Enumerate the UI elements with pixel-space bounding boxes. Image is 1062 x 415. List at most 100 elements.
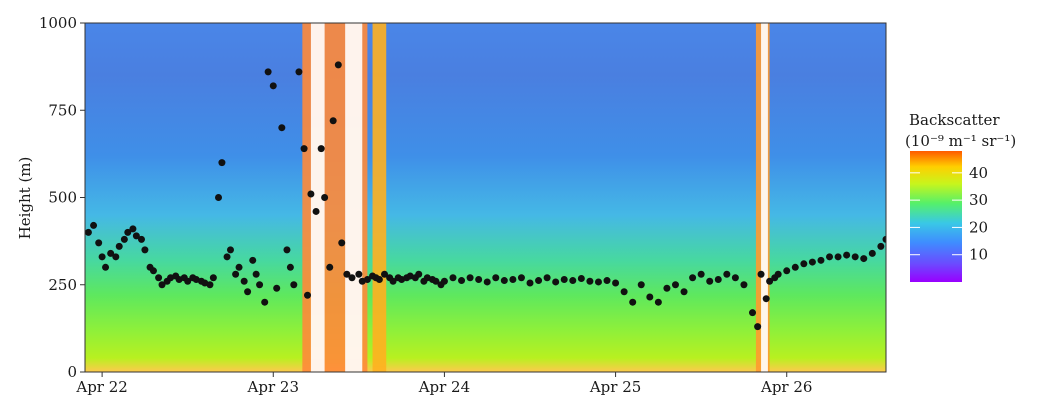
data-point (107, 249, 115, 257)
data-point (594, 278, 602, 286)
data-point (300, 145, 308, 153)
data-point (757, 270, 765, 278)
data-point (723, 270, 731, 278)
data-point (774, 270, 782, 278)
data-point (256, 281, 264, 289)
legend-tick-label: 10 (969, 246, 988, 264)
data-point (663, 284, 671, 292)
data-point (155, 274, 163, 282)
data-point (432, 277, 440, 285)
data-point (877, 242, 885, 250)
y-tick-label: 0 (67, 363, 77, 381)
data-point (492, 274, 500, 282)
data-point (317, 145, 325, 153)
cloud-column (345, 23, 363, 372)
data-point (149, 267, 157, 275)
data-point (137, 235, 145, 243)
data-point (654, 298, 662, 306)
data-point (637, 281, 645, 289)
data-point (261, 298, 269, 306)
y-tick-label: 1000 (39, 14, 77, 32)
data-point (304, 291, 311, 299)
data-point (706, 277, 714, 285)
data-point (338, 239, 346, 247)
legend-tick-label: 20 (969, 218, 988, 236)
data-point (817, 256, 825, 264)
data-point (264, 68, 272, 76)
data-point (475, 276, 483, 284)
x-tick-label: Apr 23 (247, 378, 299, 396)
data-point (321, 194, 329, 201)
data-point (348, 274, 356, 282)
data-point (603, 277, 611, 285)
data-point (851, 253, 859, 261)
data-point (363, 276, 371, 284)
data-point (141, 246, 149, 254)
data-point (629, 298, 637, 306)
data-point (184, 277, 192, 285)
data-point (440, 277, 448, 285)
boundary-layer-points (85, 61, 886, 331)
data-point (381, 270, 389, 278)
data-point (577, 274, 585, 282)
plot-area (84, 22, 887, 373)
legend-colorbar (910, 151, 962, 282)
data-point (791, 263, 799, 271)
data-point (612, 279, 620, 287)
data-point (731, 274, 739, 282)
data-point (535, 277, 543, 285)
data-point (375, 276, 383, 284)
data-point (783, 267, 791, 275)
data-point (223, 253, 231, 261)
data-point (517, 274, 525, 282)
legend-ticks: 10 20 30 40 (910, 164, 988, 264)
data-point (286, 263, 294, 271)
data-point (252, 270, 260, 278)
data-point (749, 309, 756, 317)
data-point (882, 235, 886, 243)
data-point (843, 251, 851, 259)
data-point (232, 270, 240, 278)
data-point (124, 228, 132, 236)
x-tick-label: Apr 26 (760, 378, 812, 396)
legend-title-line1: Backscatter (909, 111, 1000, 129)
data-point (226, 246, 234, 254)
data-point (808, 258, 816, 266)
data-point (90, 221, 98, 229)
y-tick-label: 500 (48, 189, 77, 207)
y-tick-label: 750 (48, 101, 77, 119)
data-point (329, 117, 337, 125)
data-point (740, 281, 748, 289)
data-point (85, 228, 92, 236)
data-point (95, 239, 103, 247)
data-point (132, 232, 140, 240)
data-point (509, 276, 517, 284)
data-point (689, 274, 697, 282)
cloud-column (761, 23, 768, 372)
data-point (326, 263, 334, 271)
legend-title-line2: (10⁻⁹ m⁻¹ sr⁻¹) (905, 132, 1016, 150)
cloud-column (372, 23, 387, 372)
data-point (826, 253, 834, 261)
data-point (295, 68, 303, 76)
x-tick-label: Apr 25 (589, 378, 641, 396)
data-point (206, 281, 214, 289)
data-point (218, 159, 226, 167)
data-point (235, 263, 243, 271)
data-point (120, 235, 128, 243)
x-tick-label: Apr 22 (75, 378, 127, 396)
data-point (215, 194, 222, 201)
cloud-column (310, 23, 325, 372)
data-point (307, 190, 315, 198)
data-point (355, 270, 363, 278)
data-point (714, 276, 722, 284)
data-point (273, 284, 281, 292)
data-point (278, 124, 286, 132)
data-point (526, 279, 534, 287)
data-point (586, 277, 594, 285)
y-axis: 0 250 500 750 1000 (39, 14, 85, 381)
data-point (766, 277, 774, 285)
data-point (312, 207, 320, 215)
legend-tick-label: 40 (969, 164, 988, 182)
data-point (466, 274, 474, 282)
